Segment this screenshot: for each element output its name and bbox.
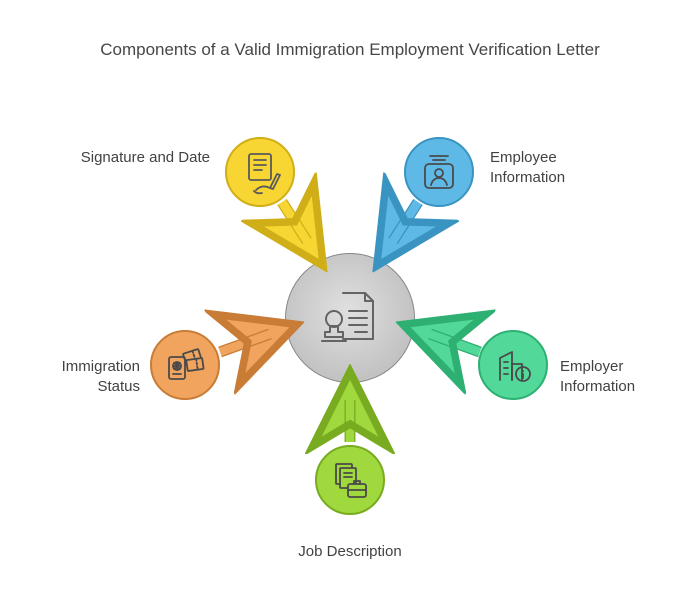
arrow-employee-info — [389, 202, 418, 247]
arrow-immigration-status — [220, 332, 276, 352]
arrows-layer — [0, 0, 700, 602]
arrow-employer-info — [424, 332, 480, 352]
